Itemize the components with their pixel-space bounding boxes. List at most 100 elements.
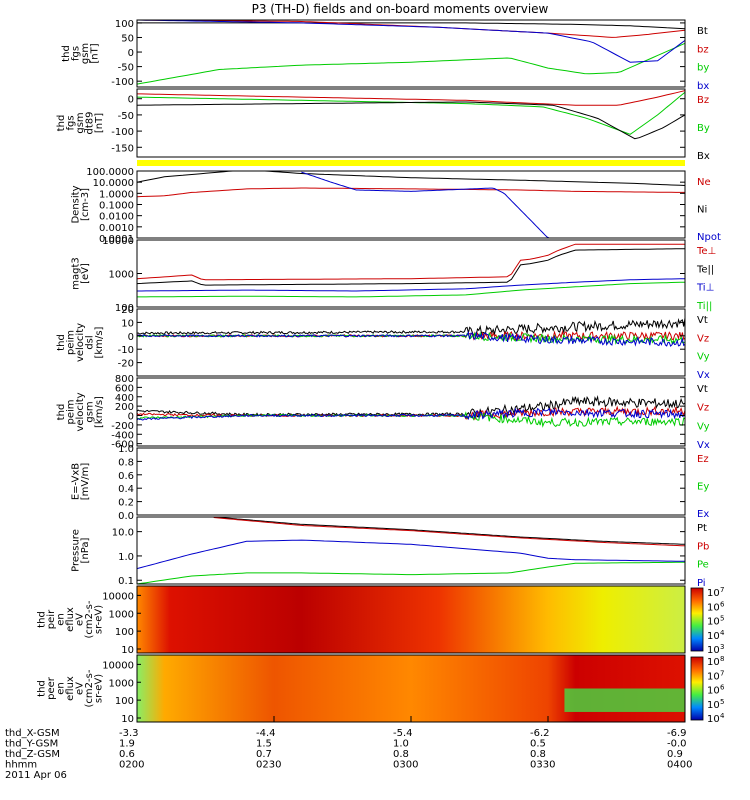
- ytick-label: 1.0: [118, 552, 134, 563]
- axis-row-value: 1.9: [119, 739, 135, 750]
- ytick-label: 100: [115, 696, 134, 707]
- series-pressure-Pe: [136, 561, 686, 585]
- ylabel-fgs: fgs: [70, 46, 81, 61]
- panel-frame: [136, 585, 686, 654]
- ylabel-peir: eV: [75, 613, 86, 626]
- legend-vel_dsl-Vy: Vy: [697, 352, 710, 363]
- legend-fgs-bz: bz: [697, 44, 709, 55]
- ytick-label: 0.0100: [99, 212, 134, 223]
- ylabel-vel_gsm: thd: [56, 404, 67, 421]
- ytick-label: 10: [121, 318, 134, 329]
- spectrogram-peir: [137, 586, 685, 653]
- colorbar-label: 10: [707, 602, 720, 613]
- ytick-label: 0.0001: [99, 234, 134, 245]
- ephemeris-bar: [137, 160, 685, 166]
- ylabel-vel_dsl: [km/s]: [94, 326, 105, 358]
- ylabel-peir: thd: [37, 611, 48, 628]
- ylabel-efield: E=-VxB: [70, 463, 81, 500]
- series-magt3-Te⊥: [136, 243, 685, 281]
- axis-row-value: 0.6: [119, 749, 135, 760]
- panel-pressure: Pt Pb Pe Pi 10.0 1.0 0.1 Pressure[nPa]: [70, 516, 709, 589]
- ytick-label: 600: [115, 383, 134, 394]
- axis-row-value: -0.0: [667, 739, 687, 750]
- ytick-label: 0: [128, 332, 134, 343]
- ytick-label: 10000: [102, 660, 134, 671]
- colorbar-peer: [690, 656, 704, 721]
- series-density-Npot: [301, 171, 565, 239]
- series-pressure-Pt: [213, 516, 686, 545]
- series-fgm-By: [136, 91, 686, 135]
- legend-density-Ne: Ne: [697, 177, 711, 188]
- ylabel-fgs: [nT]: [89, 43, 100, 63]
- legend-fgm-By: By: [697, 123, 710, 134]
- axis-row-value: 0.9: [667, 749, 683, 760]
- legend-fgs-Bt: Bt: [697, 26, 708, 37]
- ylabel-peir: eflux: [65, 607, 76, 632]
- legend-pressure-Pe: Pe: [697, 560, 709, 571]
- legend-pressure-Pt: Pt: [697, 523, 707, 534]
- ytick-label: 100: [115, 19, 134, 30]
- ytick-label: -100: [111, 77, 134, 88]
- legend-vel_dsl-Vx: Vx: [697, 370, 710, 381]
- ytick-label: 10: [121, 645, 134, 656]
- axis-row-value: 0.7: [256, 749, 272, 760]
- ytick-label: -600: [111, 440, 134, 451]
- legend-pressure-Pi: Pi: [697, 578, 706, 589]
- panel-frame: [136, 377, 686, 447]
- axis-row-value: 0.8: [530, 749, 546, 760]
- ylabel-peer: eV: [75, 682, 86, 695]
- legend-density-Ni: Ni: [697, 205, 707, 216]
- panel-frame: [136, 516, 686, 585]
- ytick-label: 0: [128, 412, 134, 423]
- colorbar-label: 10: [707, 714, 720, 725]
- legend-efield-Ey: Ey: [697, 482, 709, 493]
- ytick-label: 0.8: [118, 457, 134, 468]
- axis-row-value: -3.3: [119, 728, 139, 739]
- ytick-label: 400: [115, 393, 134, 404]
- ytick-label: 1000: [109, 270, 134, 281]
- legend-fgm-Bx: Bx: [697, 151, 710, 162]
- ylabel-vel_dsl: peim: [66, 330, 77, 355]
- series-fgm-Bx: [136, 101, 686, 140]
- ylabel-peir: sr-eV): [94, 605, 105, 634]
- legend-efield-Ex: Ex: [697, 509, 709, 520]
- axis-row-label: thd_Y-GSM: [5, 739, 58, 750]
- series-fgs-Bt: [137, 22, 686, 30]
- ylabel-fgm: gsm: [75, 112, 86, 133]
- ylabel-fgs: gsm: [80, 43, 91, 64]
- ytick-label: 10: [121, 714, 134, 725]
- series-fgs-by: [136, 42, 686, 85]
- panel-magt3: Te⊥ Te|| Ti⊥ Ti|| 10000 1000 100 magt3[eV]: [70, 236, 716, 314]
- ylabel-efield: [mV/m]: [80, 463, 91, 501]
- ylabel-peer: (cm2-s-: [84, 669, 95, 707]
- colorbar-peir: [690, 587, 704, 652]
- ylabel-vel_dsl: velocity: [75, 323, 86, 362]
- panel-frame: [136, 308, 686, 377]
- colorbar-label: 10: [707, 657, 720, 668]
- ytick-label: 50: [121, 33, 134, 44]
- colorbar-label: 10: [707, 645, 720, 656]
- series-fgs-bx: [136, 19, 686, 63]
- ytick-label: 1000: [109, 678, 134, 689]
- ytick-label: 800: [115, 374, 134, 385]
- legend-fgm-Bz: Bz: [697, 95, 709, 106]
- axis-row-value: -4.4: [256, 728, 276, 739]
- ytick-label: 100.0000: [86, 167, 134, 178]
- ylabel-peir: (cm2-s-: [84, 600, 95, 638]
- axis-row-value: 1.0: [393, 739, 409, 750]
- ylabel-fgm: [nT]: [94, 113, 105, 133]
- colorbar-exponent: 3: [720, 643, 724, 651]
- axis-row-label: thd_Z-GSM: [5, 749, 60, 760]
- ytick-label: 10000: [102, 591, 134, 602]
- low-energy-region: [564, 688, 685, 712]
- legend-fgs-bx: bx: [697, 81, 709, 92]
- series-pressure-Pb: [213, 517, 686, 547]
- axis-row-value: 0.8: [393, 749, 409, 760]
- ytick-label: 0.4: [118, 484, 134, 495]
- legend-vel_dsl-Vz: Vz: [697, 333, 709, 344]
- panel-frame: [136, 19, 686, 88]
- series-vel_dsl-Vt: [136, 317, 686, 337]
- ylabel-peir: en: [56, 613, 67, 626]
